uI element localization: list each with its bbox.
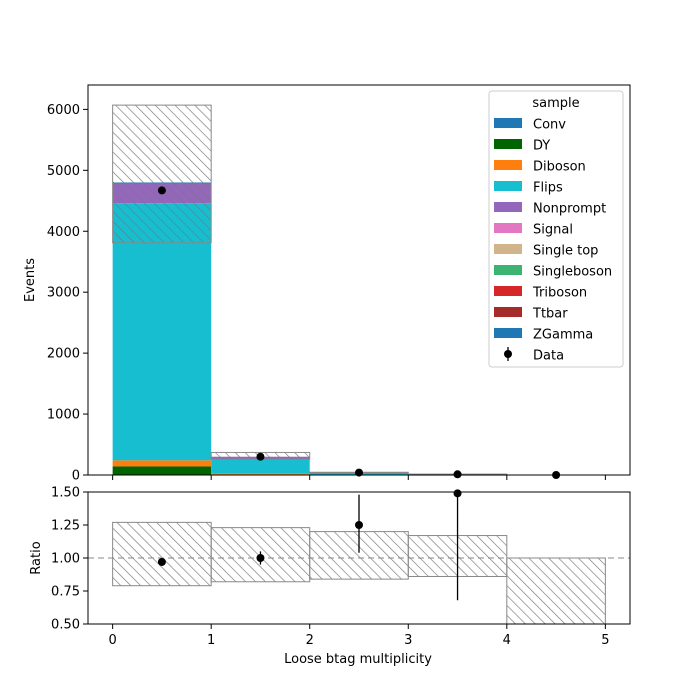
legend-label: Nonprompt: [533, 202, 606, 217]
legend-swatch: [494, 181, 522, 191]
ratio-y-tick-label: 1.50: [51, 486, 80, 501]
data-point: [256, 452, 265, 461]
x-tick-label: 1: [207, 633, 215, 648]
legend-swatch: [494, 307, 522, 317]
x-tick-label: 4: [503, 633, 511, 648]
ratio-band-bin: [112, 521, 212, 587]
y-tick-label: 4000: [47, 225, 80, 240]
legend-data-marker: [504, 350, 512, 358]
ratio-points: [157, 489, 462, 601]
main-panel: 0 1000 2000 3000 4000 5000 6000 Events: [23, 84, 631, 484]
ratio-panel: 0.50 0.75 1.00 1.25 1.50 0 1 2 3 4 5 Ratio Loose …: [29, 486, 631, 667]
main-x-ticks: [112, 475, 606, 480]
legend-label: Data: [533, 349, 564, 364]
bar-diboson: [112, 460, 212, 467]
y-tick-label: 1000: [47, 408, 80, 423]
bar-diboson: [211, 473, 310, 475]
x-tick-label: 5: [601, 633, 609, 648]
legend-swatch: [494, 160, 522, 170]
ratio-y-tick-label: 0.75: [51, 585, 80, 600]
ratio-point: [453, 489, 462, 498]
bar-flips: [112, 203, 212, 461]
y-tick-label: 6000: [47, 103, 80, 118]
uncertainty-band: [112, 104, 508, 476]
x-tick-label: 2: [306, 633, 314, 648]
legend-label: Triboson: [532, 286, 587, 301]
ratio-point: [256, 554, 265, 562]
legend-title: sample: [532, 96, 579, 111]
y-tick-label: 2000: [47, 347, 80, 362]
ratio-y-tick-label: 1.25: [51, 519, 80, 534]
legend-label: ZGamma: [533, 328, 593, 343]
ratio-y-tick-label: 1.00: [51, 552, 80, 567]
legend-swatch: [494, 118, 522, 128]
legend-swatch: [494, 139, 522, 149]
legend-items: Conv DY Diboson Flips Nonprompt Signal Single …: [494, 118, 612, 364]
main-axes-frame: [87, 84, 631, 476]
legend-swatch: [494, 328, 522, 338]
legend-label: Diboson: [533, 160, 586, 175]
bar-flips: [211, 459, 310, 474]
ratio-point: [157, 557, 166, 566]
legend-label: Signal: [533, 223, 573, 238]
legend-swatch: [494, 202, 522, 212]
bar-dy: [112, 466, 212, 475]
legend-swatch: [494, 265, 522, 275]
stacked-bars: [112, 182, 507, 476]
legend-label: Single top: [533, 244, 598, 259]
ratio-point: [355, 521, 363, 529]
legend-label: Ttbar: [532, 307, 568, 322]
data-point: [157, 186, 166, 195]
legend-swatch: [494, 244, 522, 254]
ratio-band-bin: [506, 557, 606, 625]
legend-label: Flips: [533, 181, 563, 196]
ratio-y-axis-label: Ratio: [29, 541, 44, 574]
data-point: [453, 470, 462, 479]
y-tick-label: 5000: [47, 164, 80, 179]
legend-frame: [488, 90, 624, 368]
main-y-axis-label: Events: [23, 258, 38, 302]
ratio-y-tick-label: 0.50: [51, 618, 80, 633]
ratio-x-ticks: 0 1 2 3 4 5: [108, 624, 610, 648]
x-tick-label: 0: [108, 633, 116, 648]
legend-swatch: [494, 223, 522, 233]
legend-label: Singleboson: [533, 265, 612, 280]
legend-label: Conv: [533, 118, 566, 133]
y-tick-label: 0: [72, 469, 80, 484]
legend-swatch: [494, 286, 522, 296]
y-tick-label: 3000: [47, 286, 80, 301]
legend: sample Conv DY Diboson Flips Nonprompt Signal…: [488, 90, 624, 368]
ratio-y-ticks: 0.50 0.75 1.00 1.25 1.50: [51, 486, 88, 633]
main-y-ticks: 0 1000 2000 3000 4000 5000 6000: [47, 103, 88, 484]
x-axis-label: Loose btag multiplicity: [284, 652, 432, 667]
legend-label: DY: [533, 139, 550, 154]
x-tick-label: 3: [404, 633, 412, 648]
uncertainty-band-bin: [112, 104, 212, 244]
